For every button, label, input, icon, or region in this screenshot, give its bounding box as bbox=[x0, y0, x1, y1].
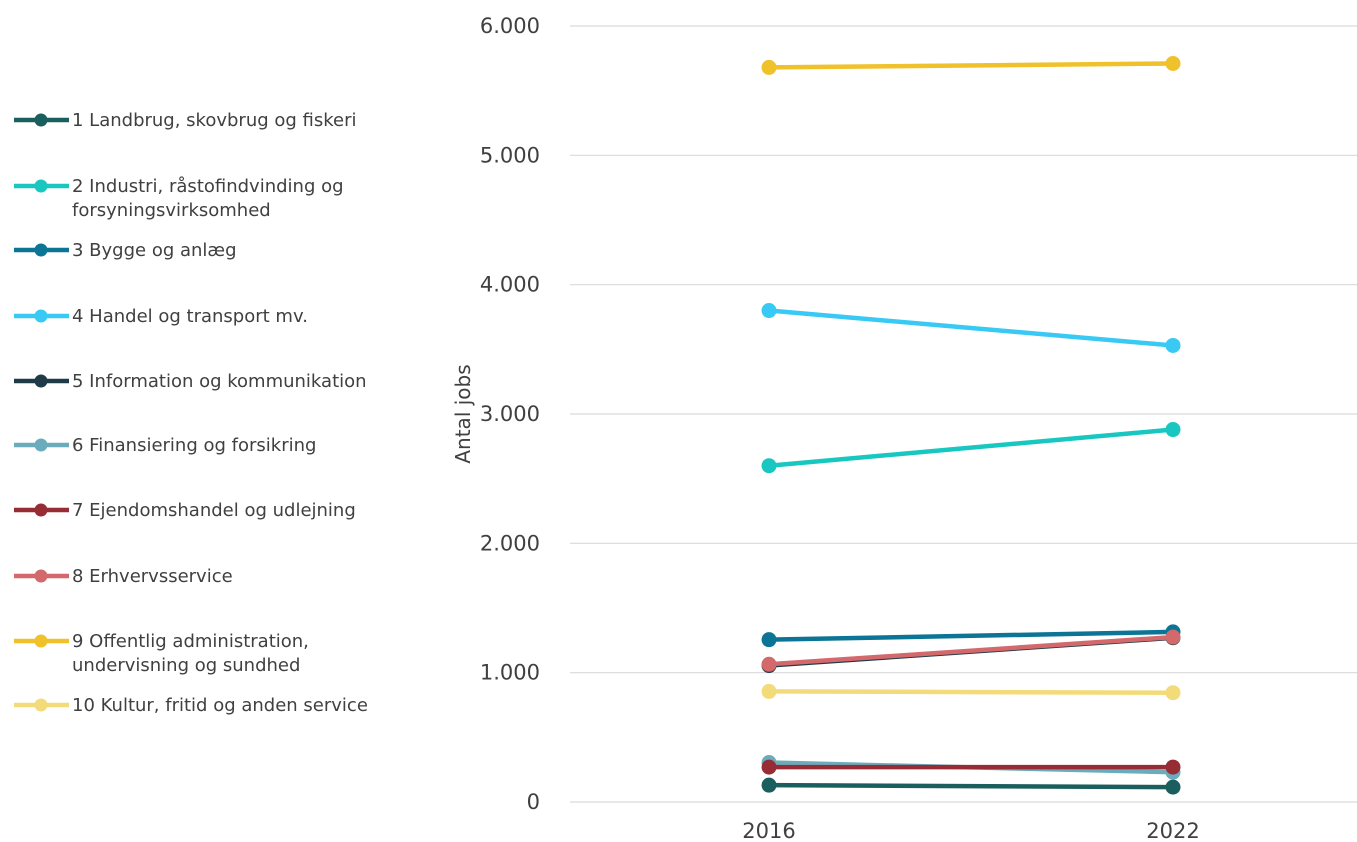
data-point bbox=[1165, 337, 1181, 353]
legend-swatch-marker bbox=[34, 309, 48, 323]
legend-item: 7 Ejendomshandel og udlejning bbox=[14, 500, 356, 521]
legend-label: undervisning og sundhed bbox=[72, 655, 300, 676]
y-axis-title: Antal jobs bbox=[451, 364, 475, 463]
series-line bbox=[766, 782, 1176, 790]
data-point bbox=[761, 656, 777, 672]
legend-item: 3 Bygge og anlæg bbox=[14, 240, 237, 261]
legend-item: 2 Industri, råstofindvinding og forsyning… bbox=[14, 176, 344, 221]
x-tick-label: 2016 bbox=[742, 819, 795, 842]
y-tick-label: 2.000 bbox=[480, 531, 540, 555]
legend-label: 8 Erhvervsservice bbox=[72, 566, 233, 587]
series-2 bbox=[761, 422, 1181, 474]
y-tick-label: 4.000 bbox=[480, 273, 540, 297]
legend-label: 10 Kultur, fritid og anden service bbox=[72, 695, 368, 716]
y-tick-label: 1.000 bbox=[480, 661, 540, 685]
legend-label: 4 Handel og transport mv. bbox=[72, 306, 308, 327]
series-line bbox=[766, 61, 1176, 70]
series-line bbox=[766, 629, 1176, 642]
legend-label: 9 Offentlig administration, bbox=[72, 631, 309, 652]
legend-item: 6 Finansiering og forsikring bbox=[14, 435, 316, 456]
data-point bbox=[1165, 759, 1181, 775]
y-tick-label: 6.000 bbox=[480, 14, 540, 38]
data-point bbox=[1165, 629, 1181, 645]
legend-label: 1 Landbrug, skovbrug og fiskeri bbox=[72, 110, 357, 131]
data-point bbox=[1165, 56, 1181, 72]
legend-item: 8 Erhvervsservice bbox=[14, 566, 233, 587]
series-7 bbox=[761, 759, 1181, 775]
series-line bbox=[766, 689, 1176, 695]
x-axis-ticks: 2016 2022 bbox=[742, 819, 1199, 842]
legend-swatch-marker bbox=[34, 569, 48, 583]
legend-label: 3 Bygge og anlæg bbox=[72, 240, 237, 261]
legend-swatch-marker bbox=[34, 374, 48, 388]
data-point bbox=[761, 59, 777, 75]
series-9 bbox=[761, 56, 1181, 75]
legend-label: 6 Finansiering og forsikring bbox=[72, 435, 316, 456]
legend-label: 5 Information og kommunikation bbox=[72, 371, 367, 392]
legend-item: 5 Information og kommunikation bbox=[14, 371, 367, 392]
series-10 bbox=[761, 683, 1181, 701]
data-point bbox=[1165, 779, 1181, 795]
y-tick-label: 3.000 bbox=[480, 402, 540, 426]
series-line bbox=[766, 427, 1176, 468]
legend: 1 Landbrug, skovbrug og fiskeri 2 Industr… bbox=[14, 110, 368, 716]
legend-item: 10 Kultur, fritid og anden service bbox=[14, 695, 368, 716]
legend-swatch-marker bbox=[34, 438, 48, 452]
series-1 bbox=[761, 777, 1181, 795]
data-point bbox=[761, 632, 777, 648]
series-lines bbox=[761, 56, 1181, 795]
legend-label: 7 Ejendomshandel og udlejning bbox=[72, 500, 356, 521]
legend-swatch-marker bbox=[34, 243, 48, 257]
legend-label: 2 Industri, råstofindvinding og bbox=[72, 176, 344, 197]
legend-item: 1 Landbrug, skovbrug og fiskeri bbox=[14, 110, 357, 131]
legend-label: forsyningsvirksomhed bbox=[72, 200, 271, 221]
legend-item: 4 Handel og transport mv. bbox=[14, 306, 308, 327]
data-point bbox=[1165, 422, 1181, 438]
legend-swatch-marker bbox=[34, 503, 48, 517]
x-tick-label: 2022 bbox=[1146, 819, 1199, 842]
y-axis-ticks: 0 1.000 2.000 3.000 4.000 5.000 6.000 bbox=[480, 14, 540, 814]
legend-swatch-marker bbox=[34, 113, 48, 127]
data-point bbox=[761, 777, 777, 793]
legend-swatch-marker bbox=[34, 179, 48, 193]
series-8 bbox=[761, 629, 1181, 672]
data-point bbox=[1165, 685, 1181, 701]
data-point bbox=[761, 759, 777, 775]
legend-swatch-marker bbox=[34, 634, 48, 648]
y-tick-label: 0 bbox=[527, 790, 540, 814]
series-line bbox=[766, 308, 1176, 348]
gridlines bbox=[570, 25, 1357, 803]
series-line bbox=[766, 634, 1176, 667]
data-point bbox=[761, 683, 777, 699]
legend-swatch-marker bbox=[34, 698, 48, 712]
data-point bbox=[761, 303, 777, 319]
y-tick-label: 5.000 bbox=[480, 143, 540, 167]
series-4 bbox=[761, 303, 1181, 353]
legend-item: 9 Offentlig administration, undervisning … bbox=[14, 631, 309, 676]
data-point bbox=[761, 458, 777, 474]
